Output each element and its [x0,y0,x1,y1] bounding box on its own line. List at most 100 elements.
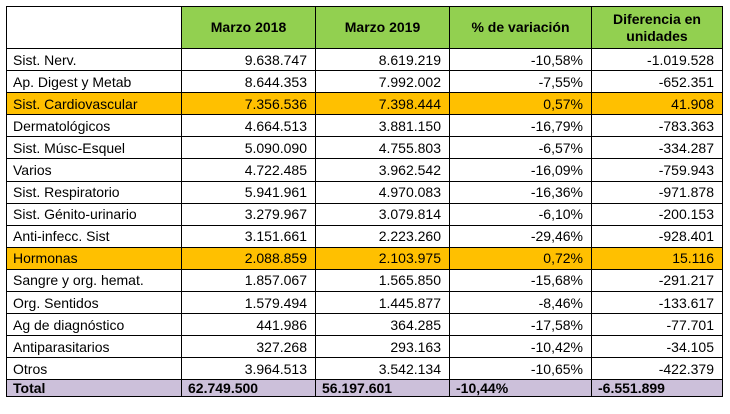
cell-marzo-2019: 2.223.260 [315,224,450,248]
cell-marzo-2018: 1.857.067 [181,268,316,293]
header-corner-cell [6,6,182,49]
cell-marzo-2018: 5.941.961 [181,180,316,204]
cell-variacion: -17,58% [449,313,592,337]
row-label: Sist. Génito-urinario [6,202,182,226]
cell-marzo-2019: 3.881.150 [315,114,450,138]
table-row: Varios 4.722.485 3.962.542 -16,09% -759.943 [6,158,723,182]
pharma-units-table: Marzo 2018 Marzo 2019 % de variación Dif… [6,6,723,398]
table-row: Otros 3.964.513 3.542.134 -10,65% -422.379 [6,357,723,381]
total-marzo-2018: 62.749.500 [181,379,316,398]
table-row: Dermatológicos 4.664.513 3.881.150 -16,79% -… [6,114,723,138]
cell-variacion: -6,10% [449,202,592,226]
table-body: Sist. Nerv. 9.638.747 8.619.219 -10,58% -1.0… [6,47,723,381]
row-label: Ap. Digest y Metab [6,70,182,94]
cell-variacion: -7,55% [449,70,592,94]
table-container: Marzo 2018 Marzo 2019 % de variación Dif… [6,6,723,398]
cell-diferencia: -422.379 [591,357,723,381]
cell-marzo-2018: 8.644.353 [181,70,316,94]
row-label: Org. Sentidos [6,291,182,315]
cell-marzo-2019: 7.992.002 [315,70,450,94]
cell-variacion: 0,72% [449,246,592,270]
cell-diferencia: -34.105 [591,335,723,359]
row-label: Antiparasitarios [6,335,182,359]
total-variacion: -10,44% [449,379,592,398]
cell-marzo-2018: 441.986 [181,313,316,337]
header-variacion: % de variación [449,6,592,49]
table-row: Ap. Digest y Metab 8.644.353 7.992.002 -7,5… [6,70,723,94]
cell-variacion: -10,58% [449,47,592,72]
cell-diferencia: 15.116 [591,246,723,270]
cell-variacion: 0,57% [449,92,592,116]
cell-marzo-2019: 3.962.542 [315,158,450,182]
cell-marzo-2019: 1.445.877 [315,291,450,315]
cell-diferencia: -334.287 [591,136,723,160]
cell-marzo-2019: 3.079.814 [315,202,450,226]
row-label: Hormonas [6,246,182,270]
cell-marzo-2019: 4.970.083 [315,180,450,204]
table-row: Org. Sentidos 1.579.494 1.445.877 -8,46% -13… [6,291,723,315]
cell-variacion: -16,36% [449,180,592,204]
cell-diferencia: -759.943 [591,158,723,182]
cell-marzo-2018: 4.722.485 [181,158,316,182]
total-marzo-2019: 56.197.601 [315,379,450,398]
cell-variacion: -16,79% [449,114,592,138]
cell-diferencia: -652.351 [591,70,723,94]
row-label: Sist. Cardiovascular [6,92,182,116]
cell-marzo-2019: 7.398.444 [315,92,450,116]
cell-marzo-2019: 2.103.975 [315,246,450,270]
cell-diferencia: -77.701 [591,313,723,337]
table-row: Sist. Cardiovascular 7.356.536 7.398.444 0,… [6,92,723,116]
header-diferencia: Diferencia en unidades [591,6,723,49]
cell-marzo-2018: 9.638.747 [181,47,316,72]
cell-marzo-2018: 4.664.513 [181,114,316,138]
cell-variacion: -10,42% [449,335,592,359]
row-label: Sist. Nerv. [6,47,182,72]
cell-diferencia: -133.617 [591,291,723,315]
cell-marzo-2018: 3.151.661 [181,224,316,248]
row-label: Sist. Respiratorio [6,180,182,204]
table-row: Sist. Nerv. 9.638.747 8.619.219 -10,58% -1.0… [6,47,723,72]
table-row: Anti-infecc. Sist 3.151.661 2.223.260 -29,4… [6,224,723,248]
row-label: Sist. Músc-Esquel [6,136,182,160]
cell-marzo-2019: 1.565.850 [315,268,450,293]
table-row: Sist. Respiratorio 5.941.961 4.970.083 -16,… [6,180,723,204]
table-row: Ag de diagnóstico 441.986 364.285 -17,58% -7… [6,313,723,337]
row-label: Ag de diagnóstico [6,313,182,337]
total-row: Total 62.749.500 56.197.601 -10,44% -6.5… [6,379,723,398]
cell-marzo-2019: 364.285 [315,313,450,337]
cell-marzo-2018: 3.964.513 [181,357,316,381]
cell-diferencia: -971.878 [591,180,723,204]
row-label: Sangre y org. hemat. [6,268,182,293]
cell-variacion: -6,57% [449,136,592,160]
table-row: Sangre y org. hemat. 1.857.067 1.565.850 -1… [6,268,723,293]
table-row: Sist. Génito-urinario 3.279.967 3.079.814-… [6,202,723,226]
cell-diferencia: -928.401 [591,224,723,248]
total-diferencia: -6.551.899 [591,379,723,398]
cell-variacion: -10,65% [449,357,592,381]
cell-diferencia: -1.019.528 [591,47,723,72]
cell-marzo-2019: 3.542.134 [315,357,450,381]
cell-diferencia: 41.908 [591,92,723,116]
cell-marzo-2018: 5.090.090 [181,136,316,160]
table-header: Marzo 2018 Marzo 2019 % de variación Dif… [6,6,723,49]
cell-marzo-2018: 7.356.536 [181,92,316,116]
cell-diferencia: -291.217 [591,268,723,293]
header-marzo-2018: Marzo 2018 [181,6,316,49]
cell-variacion: -16,09% [449,158,592,182]
table-row: Hormonas 2.088.859 2.103.975 0,72% 15.116 [6,246,723,270]
table-row: Sist. Músc-Esquel 5.090.090 4.755.803 -6,57… [6,136,723,160]
cell-marzo-2019: 293.163 [315,335,450,359]
cell-diferencia: -783.363 [591,114,723,138]
cell-diferencia: -200.153 [591,202,723,226]
header-row: Marzo 2018 Marzo 2019 % de variación Dif… [6,6,723,49]
cell-marzo-2018: 3.279.967 [181,202,316,226]
cell-marzo-2018: 1.579.494 [181,291,316,315]
header-marzo-2019: Marzo 2019 [315,6,450,49]
row-label: Varios [6,158,182,182]
cell-variacion: -15,68% [449,268,592,293]
table-footer: Total 62.749.500 56.197.601 -10,44% -6.5… [6,379,723,398]
cell-variacion: -8,46% [449,291,592,315]
cell-marzo-2019: 4.755.803 [315,136,450,160]
total-label: Total [6,379,182,398]
cell-marzo-2018: 2.088.859 [181,246,316,270]
